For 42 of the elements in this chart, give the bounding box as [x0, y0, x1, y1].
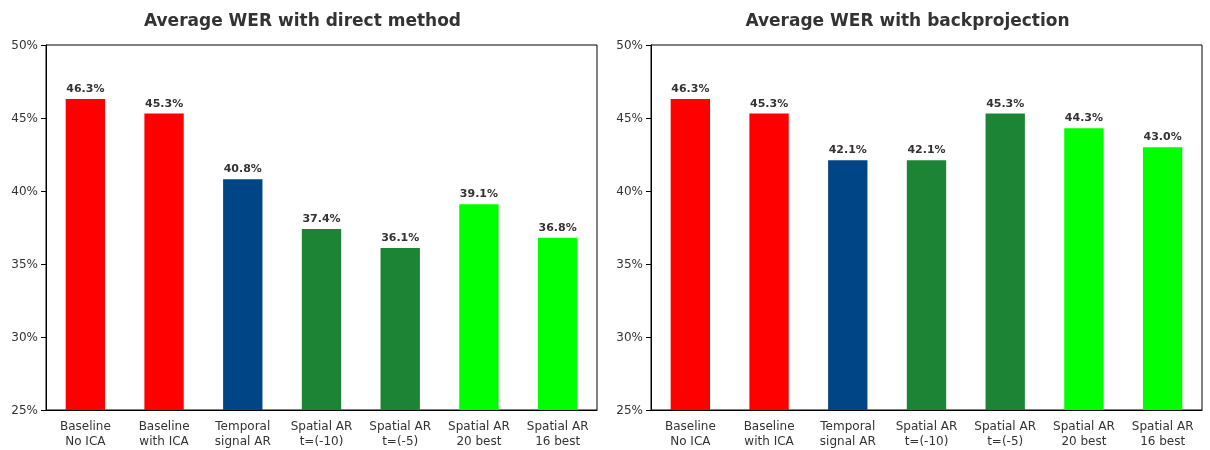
data-label: 36.1% [381, 230, 420, 244]
x-tick-label: Baseline No ICA [664, 418, 716, 448]
x-tick-label: Spatial AR t=(-10) [290, 418, 353, 448]
y-tick-label: 50% [11, 38, 38, 52]
x-tick-label: Spatial AR 16 best [526, 418, 589, 448]
x-tick-label: Spatial AR t=(-5) [369, 418, 432, 448]
x-tick-label: Spatial AR t=(-10) [895, 418, 958, 448]
x-tick-label: Spatial AR t=(-5) [974, 418, 1037, 448]
x-tick-label: Temporal signal AR [214, 418, 271, 448]
data-label: 42.1% [907, 143, 946, 157]
x-tick-label: Temporal signal AR [819, 418, 876, 448]
x-tick-label: Spatial AR 16 best [1131, 418, 1194, 448]
x-tick-label: Spatial AR 20 best [1053, 418, 1115, 448]
chart-title: Average WER with direct method [143, 9, 462, 30]
y-tick-label: 50% [616, 38, 643, 52]
y-tick-label: 30% [616, 330, 643, 344]
data-label: 44.3% [1064, 111, 1104, 125]
y-tick-label: 25% [11, 403, 38, 417]
data-label: 37.4% [302, 211, 341, 225]
y-tick-label: 30% [11, 330, 38, 344]
data-label: 46.3% [671, 82, 710, 96]
y-tick-label: 45% [11, 111, 38, 125]
data-label: 40.8% [223, 162, 262, 176]
y-tick-label: 35% [11, 257, 38, 271]
y-tick-label: 25% [616, 403, 643, 417]
y-tick-label: 35% [616, 257, 643, 271]
data-label: 39.1% [459, 187, 499, 201]
y-tick-label: 40% [11, 184, 38, 198]
x-tick-label: Baseline No ICA [59, 418, 111, 448]
data-label: 43.0% [1143, 130, 1182, 144]
chart-title: Average WER with backprojection [745, 9, 1070, 30]
data-label: 45.3% [749, 96, 789, 110]
x-tick-label: Baseline with ICA [743, 418, 795, 448]
y-tick-label: 45% [616, 111, 643, 125]
data-label: 45.3% [986, 96, 1025, 110]
x-tick-label: Spatial AR 20 best [448, 418, 510, 448]
y-tick-label: 40% [616, 184, 643, 198]
data-label: 46.3% [66, 82, 105, 96]
x-tick-label: Baseline with ICA [138, 418, 190, 448]
data-label: 42.1% [828, 143, 867, 157]
data-label: 45.3% [144, 96, 184, 110]
data-label: 36.8% [538, 220, 577, 234]
